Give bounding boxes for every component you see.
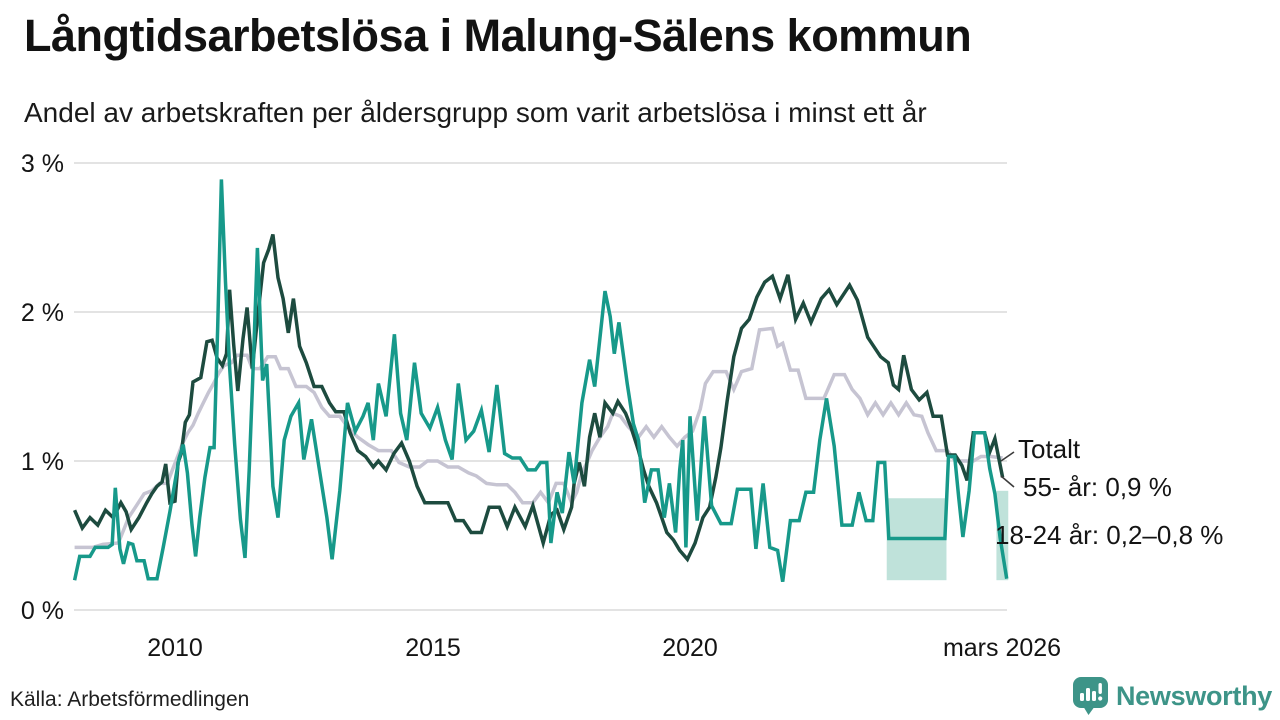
x-tick-label-2015: 2015 [405, 634, 461, 662]
axis-ticks: 0 % 1 % 2 % 3 % 2010 2015 2020 mars 2026 [21, 150, 1061, 662]
series-end-labels: Totalt 55- år: 0,9 % 18-24 år: 0,2–0,8 % [995, 434, 1223, 550]
page-title: Långtidsarbetslösa i Malung-Sälens kommu… [24, 10, 972, 61]
y-tick-label-0: 0 % [21, 597, 64, 625]
series-lines [72, 179, 1009, 582]
x-tick-label-mars-2026: mars 2026 [943, 634, 1061, 662]
end-label-55-ar: 55- år: 0,9 % [1023, 472, 1172, 502]
chart-subtitle: Andel av arbetskraften per åldersgrupp s… [24, 97, 927, 128]
y-tick-label-1: 1 % [21, 448, 64, 476]
leader-line-totalt [1000, 451, 1015, 462]
end-label-18-24-ar: 18-24 år: 0,2–0,8 % [995, 520, 1223, 550]
confidence-band-1 [996, 490, 1009, 581]
newsworthy-logo: Newsworthy [1072, 676, 1272, 716]
gridlines [74, 162, 1007, 611]
series-line-55-r [72, 234, 1005, 563]
leader-lines [1000, 451, 1015, 488]
x-tick-label-2010: 2010 [147, 634, 203, 662]
y-tick-label-2: 2 % [21, 299, 64, 327]
newsworthy-wordmark: Newsworthy [1115, 680, 1272, 711]
leader-line-55 [1000, 475, 1015, 488]
newsworthy-logo-icon [1072, 677, 1108, 715]
end-label-totalt: Totalt [1018, 434, 1081, 464]
y-tick-label-3: 3 % [21, 150, 64, 178]
source-note: Källa: Arbetsförmedlingen [10, 688, 250, 711]
series-line-18-24-r [72, 179, 1009, 582]
x-tick-label-2020: 2020 [662, 634, 718, 662]
